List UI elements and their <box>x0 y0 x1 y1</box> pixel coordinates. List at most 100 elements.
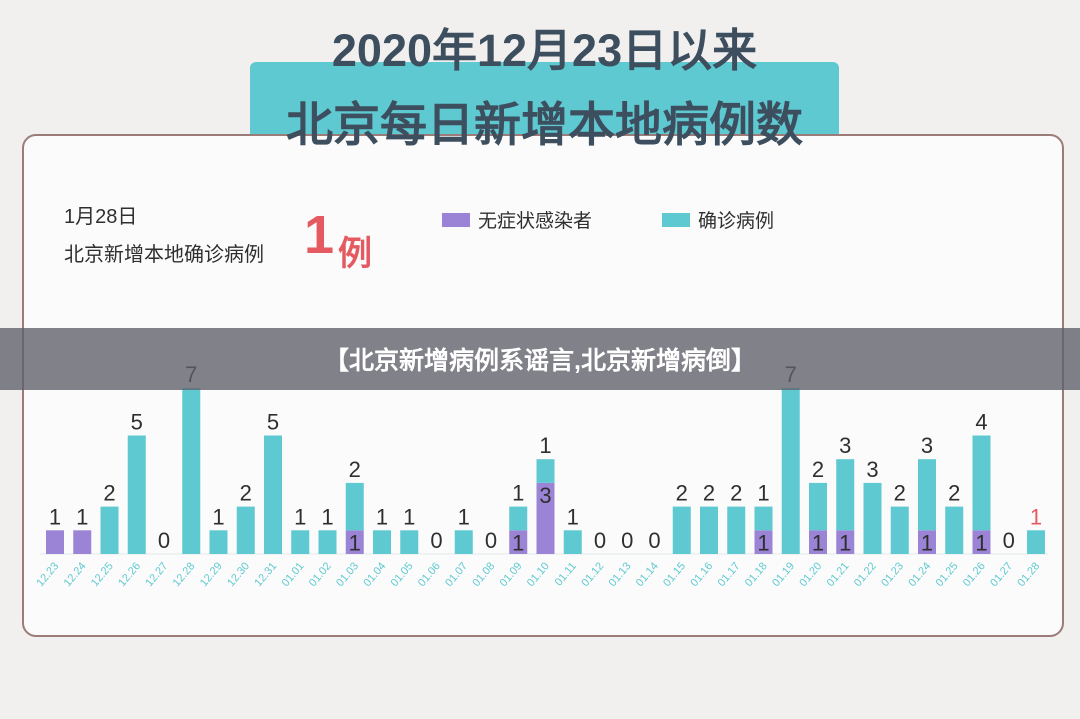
bar-confirmed-01.19 <box>781 388 800 554</box>
bar-confirmed-01.07 <box>454 530 473 554</box>
tick-label-01.23: 01.23 <box>879 560 906 589</box>
report-count: 1 <box>304 205 335 265</box>
tick-label-01.03: 01.03 <box>334 560 361 589</box>
data-label-confirmed-12.31: 5 <box>267 410 279 435</box>
bar-confirmed-01.01 <box>291 530 310 554</box>
bar-asymptomatic-01.03 <box>345 530 364 554</box>
tick-label-01.15: 01.15 <box>661 560 688 589</box>
data-label-confirmed-12.26: 5 <box>131 410 143 435</box>
chart-title-line1: 2020年12月23日以来 <box>331 25 758 76</box>
tick-label-01.25: 01.25 <box>934 560 961 589</box>
legend-label-confirmed: 确诊病例 <box>698 211 775 232</box>
data-label-asymptomatic-01.03: 1 <box>349 530 361 555</box>
bar-confirmed-01.20 <box>809 482 827 531</box>
data-label-confirmed-01.07: 1 <box>458 504 470 529</box>
legend-asymptomatic: 无症状感染者 <box>442 206 592 233</box>
tick-label-01.13: 01.13 <box>607 560 634 589</box>
tick-label-01.17: 01.17 <box>716 560 743 589</box>
bar-confirmed-12.26 <box>127 435 146 554</box>
data-label-confirmed-01.16: 2 <box>703 481 715 506</box>
data-label-asymptomatic-01.24: 1 <box>921 530 933 555</box>
bar-confirmed-01.18 <box>754 506 773 531</box>
tick-label-12.27: 12.27 <box>143 560 170 589</box>
data-label-zero-12.27: 0 <box>158 528 170 553</box>
bar-confirmed-12.31 <box>264 435 282 554</box>
data-label-confirmed-01.26: 4 <box>975 410 987 435</box>
data-label-confirmed-01.11: 1 <box>567 504 579 529</box>
bar-asymptomatic-01.10 <box>536 482 555 554</box>
bar-confirmed-12.25 <box>100 506 119 554</box>
data-label-confirmed-01.03: 2 <box>349 457 361 482</box>
bar-confirmed-01.24 <box>918 459 936 531</box>
tick-label-01.24: 01.24 <box>906 560 933 589</box>
legend-swatch-asymptomatic <box>442 212 470 227</box>
report-subtitle: 北京新增本地确诊病例 <box>64 244 264 266</box>
data-label-asymptomatic-12.24: 1 <box>76 504 88 529</box>
tick-label-01.09: 01.09 <box>498 560 525 589</box>
bar-confirmed-01.03 <box>345 482 364 531</box>
tick-label-12.30: 12.30 <box>225 560 252 589</box>
tick-label-12.29: 12.29 <box>198 560 225 589</box>
data-label-confirmed-01.10: 1 <box>539 433 551 458</box>
legend-swatch-confirmed <box>662 212 690 227</box>
data-label-confirmed-12.30: 2 <box>240 481 252 506</box>
bar-asymptomatic-01.18 <box>754 530 773 554</box>
bar-confirmed-01.10 <box>536 459 555 483</box>
overlay-banner: 【北京新增病例系谣言,北京新增病倒】 <box>0 328 1080 390</box>
data-label-confirmed-01.21: 3 <box>839 433 851 458</box>
tick-label-01.07: 01.07 <box>443 560 470 589</box>
tick-label-01.04: 01.04 <box>361 560 388 589</box>
data-label-asymptomatic-01.18: 1 <box>757 530 769 555</box>
tick-label-01.19: 01.19 <box>770 560 797 589</box>
tick-label-12.28: 12.28 <box>171 560 198 589</box>
bar-asymptomatic-01.09 <box>509 530 528 554</box>
tick-label-12.24: 12.24 <box>62 560 89 589</box>
legend-label-asymptomatic: 无症状感染者 <box>478 211 593 232</box>
report-date: 1月28日 <box>64 206 138 228</box>
tick-label-12.25: 12.25 <box>89 560 116 589</box>
tick-label-01.11: 01.11 <box>553 560 579 588</box>
data-label-zero-01.13: 0 <box>621 528 633 553</box>
tick-label-01.21: 01.21 <box>825 560 852 589</box>
data-label-confirmed-01.25: 2 <box>948 481 960 506</box>
bar-confirmed-01.16 <box>700 506 718 554</box>
bar-confirmed-01.04 <box>373 530 391 554</box>
bar-confirmed-12.28 <box>182 388 201 554</box>
data-label-zero-01.06: 0 <box>430 528 442 553</box>
data-label-confirmed-12.29: 1 <box>212 504 224 529</box>
data-label-zero-01.14: 0 <box>648 528 660 553</box>
bar-asymptomatic-12.24 <box>73 530 92 554</box>
tick-label-12.23: 12.23 <box>34 560 61 589</box>
bar-confirmed-01.02 <box>318 530 337 554</box>
legend-confirmed: 确诊病例 <box>662 206 774 233</box>
data-label-asymptomatic-01.09: 1 <box>512 530 524 555</box>
data-label-confirmed-01.05: 1 <box>403 504 415 529</box>
report-unit: 例 <box>338 235 372 273</box>
tick-label-01.06: 01.06 <box>416 560 443 589</box>
tick-label-01.20: 01.20 <box>797 560 824 589</box>
bar-confirmed-01.22 <box>863 482 882 554</box>
data-label-zero-01.08: 0 <box>485 528 497 553</box>
data-label-confirmed-12.25: 2 <box>103 481 115 506</box>
data-label-confirmed-01.15: 2 <box>676 481 688 506</box>
bar-confirmed-01.23 <box>890 506 909 554</box>
data-label-confirmed-01.24: 3 <box>921 433 933 458</box>
bar-confirmed-01.05 <box>400 530 419 554</box>
banner-text: 【北京新增病例系谣言,北京新增病倒】 <box>324 347 756 375</box>
data-label-asymptomatic-12.23: 1 <box>49 504 61 529</box>
data-label-asymptomatic-01.20: 1 <box>812 530 824 555</box>
data-label-asymptomatic-01.26: 1 <box>975 530 987 555</box>
chart-title-line2: 北京每日新增本地病例数 <box>286 98 803 151</box>
tick-label-01.26: 01.26 <box>961 560 988 589</box>
bar-asymptomatic-01.20 <box>809 530 827 554</box>
tick-label-12.31: 12.31 <box>252 560 279 589</box>
data-label-confirmed-01.02: 1 <box>321 504 333 529</box>
data-label-confirmed-01.17: 2 <box>730 481 742 506</box>
tick-label-01.08: 01.08 <box>470 560 497 589</box>
tick-label-01.01: 01.01 <box>280 560 307 589</box>
bar-asymptomatic-12.23 <box>46 530 64 554</box>
bar-confirmed-12.29 <box>209 530 228 554</box>
tick-label-01.18: 01.18 <box>743 560 770 589</box>
tick-label-01.27: 01.27 <box>988 560 1015 589</box>
